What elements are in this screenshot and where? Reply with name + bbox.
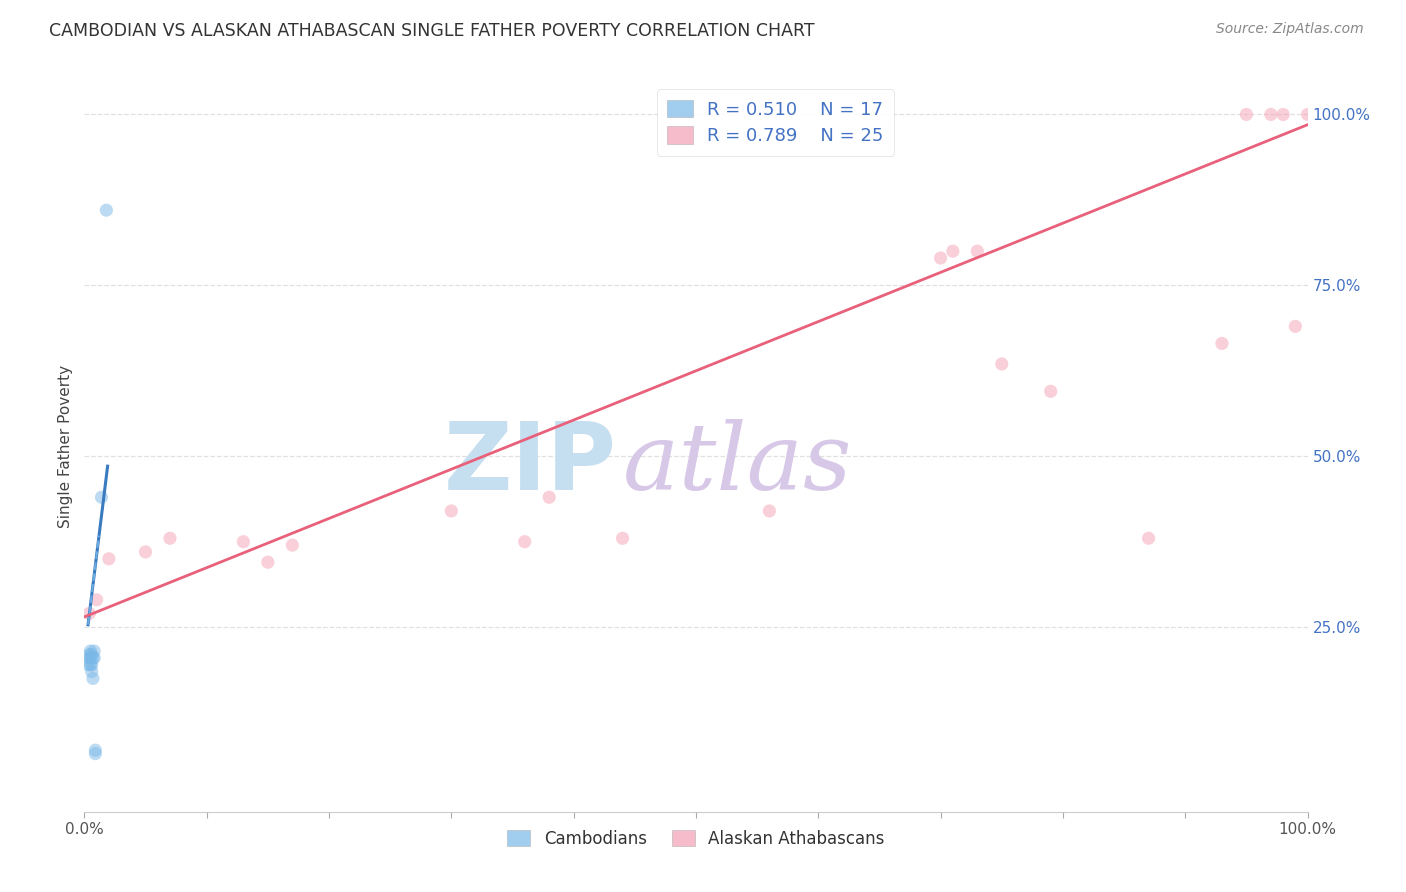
Y-axis label: Single Father Poverty: Single Father Poverty [58, 365, 73, 527]
Point [1284, 319, 1306, 334]
Point [77, 607, 100, 621]
Point [513, 534, 536, 549]
Point [135, 545, 157, 559]
Point [80, 657, 103, 672]
Point [1137, 531, 1160, 545]
Point [1039, 384, 1062, 399]
Point [929, 251, 952, 265]
Point [612, 531, 634, 545]
Point [80, 665, 103, 679]
Point [84, 743, 107, 757]
Point [257, 555, 280, 569]
Point [83, 651, 105, 665]
Point [281, 538, 304, 552]
Point [942, 244, 965, 259]
Point [77, 657, 100, 672]
Text: atlas: atlas [623, 419, 852, 509]
Point [1272, 107, 1295, 121]
Point [1236, 107, 1258, 121]
Point [538, 490, 561, 504]
Text: ZIP: ZIP [443, 418, 616, 510]
Point [991, 357, 1014, 371]
Point [79, 644, 101, 658]
Point [79, 657, 101, 672]
Point [1260, 107, 1282, 121]
Point [232, 534, 254, 549]
Point [97, 551, 120, 566]
Point [83, 644, 105, 658]
Point [1211, 336, 1233, 351]
Point [1296, 107, 1319, 121]
Point [758, 504, 780, 518]
Text: CAMBODIAN VS ALASKAN ATHABASCAN SINGLE FATHER POVERTY CORRELATION CHART: CAMBODIAN VS ALASKAN ATHABASCAN SINGLE F… [49, 22, 815, 40]
Point [966, 244, 988, 259]
Point [90, 490, 112, 504]
Point [80, 648, 103, 662]
Text: Source: ZipAtlas.com: Source: ZipAtlas.com [1216, 22, 1364, 37]
Point [77, 648, 100, 662]
Point [440, 504, 463, 518]
Point [96, 203, 118, 218]
Point [86, 592, 108, 607]
Point [82, 672, 104, 686]
Legend: Cambodians, Alaskan Athabascans: Cambodians, Alaskan Athabascans [501, 823, 891, 855]
Point [79, 651, 101, 665]
Point [159, 531, 181, 545]
Point [82, 651, 104, 665]
Point [84, 747, 107, 761]
Point [77, 651, 100, 665]
